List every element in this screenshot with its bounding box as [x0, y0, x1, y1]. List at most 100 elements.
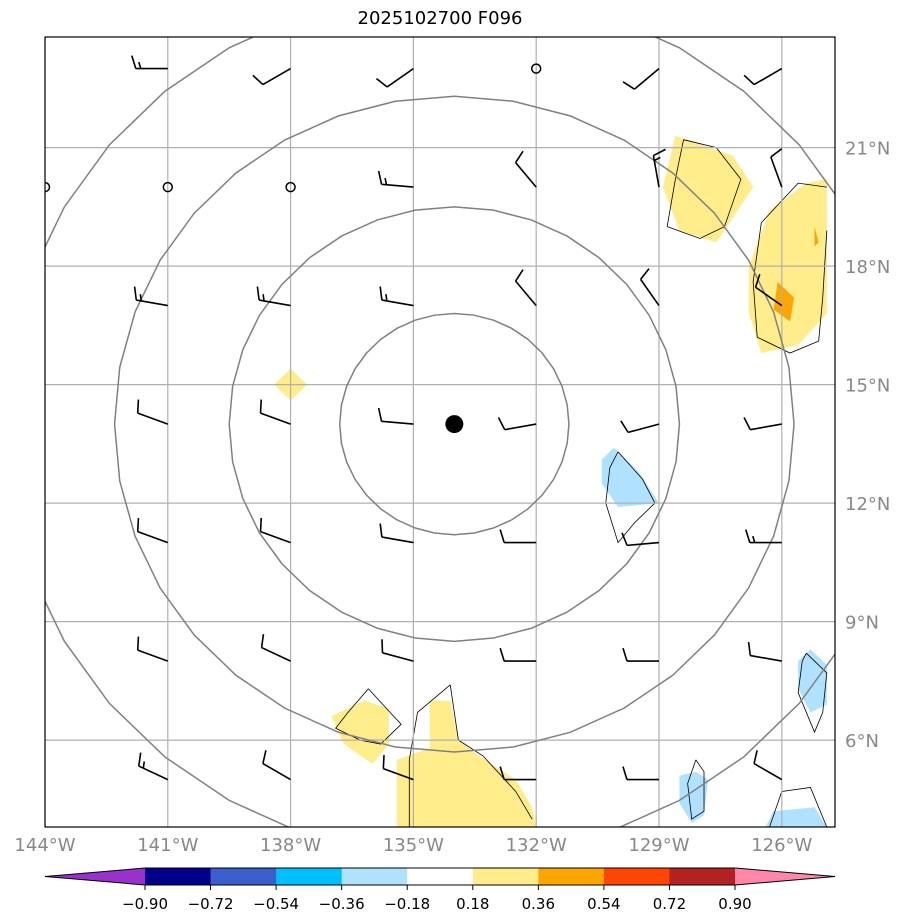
- range-ring: [338, 312, 570, 536]
- lat-lon-gridlines: [45, 37, 835, 827]
- anomaly-contour: [449, 684, 533, 820]
- colorbar-tick-label: 0.54: [587, 895, 620, 913]
- wind-barb: [622, 766, 659, 781]
- wind-barb: [382, 755, 414, 781]
- longitude-tick-label: 138°W: [260, 835, 321, 856]
- anomaly-contour: [752, 182, 828, 354]
- anomaly-patch: [663, 135, 754, 243]
- anomaly-patch: [679, 771, 709, 824]
- map-title: 2025102700 F096: [357, 8, 523, 29]
- wind-barb: [133, 286, 168, 307]
- longitude-tick-label: 144°W: [14, 835, 75, 856]
- wind-barb: [136, 636, 169, 662]
- colorbar-tick-label: −0.90: [122, 895, 168, 913]
- wind-barb: [379, 286, 414, 307]
- wind-barb: [743, 67, 783, 86]
- wind-barb: [377, 407, 414, 425]
- anomaly-patch: [765, 807, 827, 827]
- wind-barb: [45, 541, 46, 543]
- wind-barb: [45, 304, 46, 306]
- wind-barb: [252, 67, 291, 86]
- colorbar-tick-label: 0.18: [456, 895, 489, 913]
- colorbar-segment: [210, 868, 277, 885]
- wind-barb: [622, 647, 659, 662]
- wind-barb: [620, 420, 660, 434]
- wind-barb: [499, 647, 537, 662]
- wind-barb: [45, 423, 46, 425]
- wind-barb: [131, 55, 168, 70]
- range-ring: [113, 95, 795, 753]
- latitude-labels: 21°N 18°N 15°N 12°N 9°N 6°N: [845, 139, 890, 752]
- calm-wind-marker: [285, 181, 296, 193]
- colorbar-segment: [145, 868, 212, 885]
- longitude-tick-label: 132°W: [506, 835, 567, 856]
- colorbar-tick-label: 0.72: [653, 895, 686, 913]
- wind-barb: [136, 399, 169, 425]
- wind-barb: [45, 660, 46, 662]
- wind-barb: [621, 532, 660, 547]
- wind-barb: [499, 529, 537, 544]
- range-ring: [228, 206, 681, 643]
- range-ring: [45, 37, 835, 827]
- longitude-tick-label: 135°W: [383, 835, 444, 856]
- wind-barb: [45, 68, 46, 70]
- calm-wind-marker: [530, 63, 542, 74]
- longitude-tick-label: 141°W: [137, 835, 198, 856]
- colorbar-segment: [472, 868, 539, 885]
- colorbar-segment: [538, 868, 605, 885]
- wind-barb: [259, 518, 291, 544]
- anomaly-patch: [798, 649, 827, 713]
- wind-barb: [753, 750, 783, 781]
- calm-wind-marker: [162, 181, 174, 193]
- wind-barb: [45, 778, 46, 780]
- colorbar-tick-label: −0.72: [188, 895, 234, 913]
- wind-barb: [652, 148, 666, 188]
- wind-barb: [745, 529, 782, 544]
- wind-barb: [381, 639, 414, 662]
- latitude-tick-label: 6°N: [845, 731, 879, 752]
- latitude-tick-label: 15°N: [845, 376, 890, 397]
- wind-barb: [262, 750, 291, 781]
- colorbar-segment: [669, 868, 736, 885]
- latitude-tick-label: 21°N: [845, 139, 890, 160]
- wind-barb: [497, 417, 537, 431]
- anomaly-fill-layer: [274, 135, 827, 827]
- latitude-tick-label: 12°N: [845, 494, 890, 515]
- wind-barb: [747, 641, 782, 662]
- colorbar-tick-label: −0.54: [253, 895, 299, 913]
- colorbar-tick-label: −0.18: [384, 895, 430, 913]
- wind-barb: [260, 633, 291, 662]
- wind-barb: [514, 150, 537, 188]
- anomaly-contour: [769, 787, 828, 827]
- wind-barb: [379, 523, 414, 544]
- anomaly-contour: [797, 652, 828, 734]
- colorbar-over-extension: [735, 868, 835, 885]
- colorbar: −0.90 −0.72 −0.54 −0.36 −0.18 0.18 0.36 0.54 0.7…: [44, 867, 836, 913]
- wind-barb: [743, 417, 782, 431]
- colorbar-under-extension: [45, 868, 145, 885]
- wind-barb: [499, 766, 537, 781]
- longitude-labels: 144°W 141°W 138°W 135°W 132°W 129°W 126°W: [14, 835, 812, 856]
- anomaly-patch: [397, 700, 537, 827]
- range-rings: [45, 37, 835, 827]
- latitude-tick-label: 18°N: [845, 257, 890, 278]
- anomaly-contour: [605, 451, 656, 544]
- wind-barb: [622, 67, 660, 90]
- colorbar-tick-label: 0.90: [718, 895, 751, 913]
- wind-barb: [377, 170, 414, 188]
- wind-barb: [256, 286, 291, 307]
- calm-wind-marker: [45, 181, 51, 193]
- colorbar-tick-label: 0.36: [522, 895, 555, 913]
- anomaly-patch: [601, 447, 659, 508]
- colorbar-tick-label: −0.36: [319, 895, 365, 913]
- wind-barb-layer: [45, 55, 783, 781]
- map-frame: [44, 36, 836, 828]
- wind-barb: [259, 399, 291, 425]
- storm-center-marker: [445, 415, 464, 434]
- wind-barb: [639, 268, 660, 307]
- longitude-tick-label: 126°W: [751, 835, 812, 856]
- longitude-tick-label: 129°W: [628, 835, 689, 856]
- wind-barb: [136, 518, 169, 544]
- anomaly-contour: [687, 759, 705, 820]
